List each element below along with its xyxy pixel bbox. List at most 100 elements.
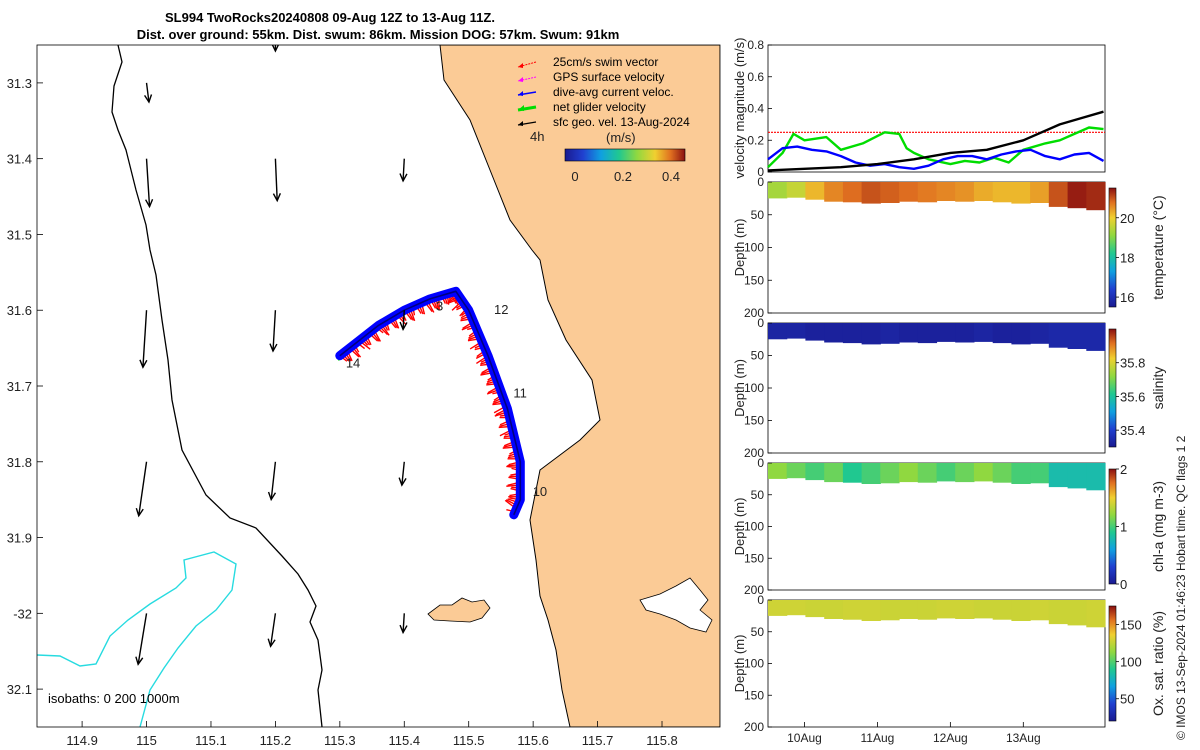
day-labels-layer: 14 3 12 11 10	[346, 298, 547, 499]
time-tick-label: 13Aug	[1006, 731, 1041, 745]
section-colorbar-label: Ox. sat. ratio (%)	[1150, 611, 1166, 716]
velocity-series-line	[767, 145, 1105, 170]
geo-vector-shaft	[402, 310, 405, 330]
map-x-ticks: 114.9 115 115.1 115.2 115.3 115.4 115.5 115.6 11…	[66, 721, 678, 748]
imos-credit: © IMOS 13-Sep-2024 01:46:23 Hobart time.…	[1174, 435, 1188, 740]
map-ytick-label: 31.8	[7, 455, 32, 470]
section-cell	[842, 600, 863, 620]
section-cell	[861, 600, 881, 621]
geo-vector-head	[145, 198, 154, 209]
track-day-label: 14	[346, 355, 360, 370]
section-colorbar-tick-label: 35.6	[1120, 389, 1145, 404]
geo-vector-shaft	[138, 461, 148, 516]
section-cell	[917, 323, 938, 344]
map-xtick-label: 115.6	[517, 733, 549, 748]
velocity-ytick-label: 0.6	[747, 70, 764, 84]
geo-vector-shaft	[274, 158, 278, 201]
section-ytick-label: 200	[744, 446, 764, 460]
geo-vector-shaft	[145, 82, 150, 103]
isobath-200	[111, 45, 323, 727]
section-cell	[768, 323, 788, 340]
velocity-y-ticks: 0 0.2 0.4 0.6 0.8	[747, 38, 772, 179]
track-day-label: 10	[533, 484, 547, 499]
section-cell	[973, 600, 994, 619]
section-colorbar-tick-label: 18	[1120, 250, 1134, 265]
section-panel: 0 50 100 150 200 Depth (m) 50 100 150 Ox. sat. ra…	[732, 593, 1166, 734]
section-cell	[880, 323, 900, 344]
geo-vector-head	[399, 173, 408, 183]
map-colorbar-tick: 0	[571, 169, 578, 184]
section-ytick-label: 100	[744, 657, 764, 671]
section-cell	[899, 600, 919, 619]
section-cell	[842, 182, 863, 203]
track-day-label: 12	[494, 302, 508, 317]
map-xtick-label: 115.8	[646, 733, 678, 748]
section-cell	[1048, 463, 1069, 488]
map-colorbar-tick: 0.2	[614, 169, 632, 184]
section-ytick-label: 200	[744, 306, 764, 320]
geo-vector-head	[399, 321, 408, 332]
map-xtick-label: 115.7	[582, 733, 614, 748]
legend-net-glider-velocity: net glider velocity	[553, 100, 646, 114]
section-ytick-label: 50	[751, 488, 765, 502]
section-cell	[1011, 323, 1031, 345]
section-colorbar-tick-label: 2	[1120, 462, 1127, 477]
section-cell	[880, 182, 900, 203]
section-cell	[805, 600, 825, 618]
section-cell	[973, 463, 994, 482]
river-estuary	[639, 577, 713, 633]
geo-vector-shaft	[272, 310, 277, 352]
section-cell	[824, 600, 844, 619]
map-colorbar-tick: 0.4	[662, 169, 680, 184]
section-cell	[1086, 463, 1106, 491]
time-axis-ticks: 10Aug 11Aug 12Aug 13Aug	[787, 722, 1041, 745]
section-colorbar	[1108, 328, 1117, 448]
map-ytick-label: 31.3	[7, 76, 32, 91]
map-xtick-label: 115.4	[388, 733, 420, 748]
section-cell	[992, 323, 1012, 344]
map-title-line1: SL994 TwoRocks20240808 09-Aug 12Z to 13-…	[165, 10, 495, 25]
section-cell	[955, 600, 975, 619]
section-ytick-label: 0	[757, 175, 764, 189]
section-cell	[1067, 600, 1087, 626]
section-ytick-label: 0	[757, 593, 764, 607]
velocity-ylabel: velocity magnitude (m/s)	[732, 38, 747, 179]
section-cell	[955, 323, 975, 343]
section-colorbar	[1108, 187, 1117, 308]
geo-vector-shaft	[137, 613, 148, 665]
time-tick-label: 11Aug	[861, 731, 895, 745]
section-cell	[842, 463, 863, 483]
velocity-ytick-label: 0.2	[747, 133, 764, 147]
section-colorbar-label: temperature (°C)	[1150, 195, 1166, 299]
section-cell	[786, 463, 806, 479]
section-ylabel: Depth (m)	[732, 498, 747, 556]
map-xtick-label: 114.9	[66, 733, 98, 748]
section-ytick-label: 150	[744, 551, 764, 565]
section-cell	[936, 463, 956, 482]
section-cell	[824, 182, 844, 202]
section-colorbar-tick-label: 100	[1120, 655, 1142, 670]
map-ytick-label: 31.7	[7, 379, 32, 394]
velocity-series	[767, 110, 1105, 172]
geo-vector-head	[399, 624, 408, 635]
section-cell	[1067, 182, 1087, 209]
section-colorbar	[1108, 468, 1117, 585]
section-ytick-label: 50	[751, 625, 765, 639]
section-cell	[824, 323, 844, 343]
geo-vector-head	[272, 193, 282, 203]
section-cell	[973, 323, 994, 342]
section-ytick-label: 100	[744, 241, 764, 255]
section-cell	[936, 600, 956, 619]
geo-vector-shaft	[270, 461, 277, 500]
section-cell	[899, 323, 919, 343]
map-y-ticks: 31.3 31.4 31.5 31.6 31.7 31.8 31.9 -32 32.1	[7, 76, 43, 697]
geo-vector-head	[271, 45, 280, 53]
section-cell	[936, 323, 956, 342]
section-cell	[861, 323, 881, 345]
section-colorbar-label: salinity	[1150, 367, 1166, 410]
section-cell	[880, 600, 900, 621]
track-day-label: 11	[513, 386, 527, 401]
section-ytick-label: 150	[744, 273, 764, 287]
section-ytick-label: 150	[744, 688, 764, 702]
